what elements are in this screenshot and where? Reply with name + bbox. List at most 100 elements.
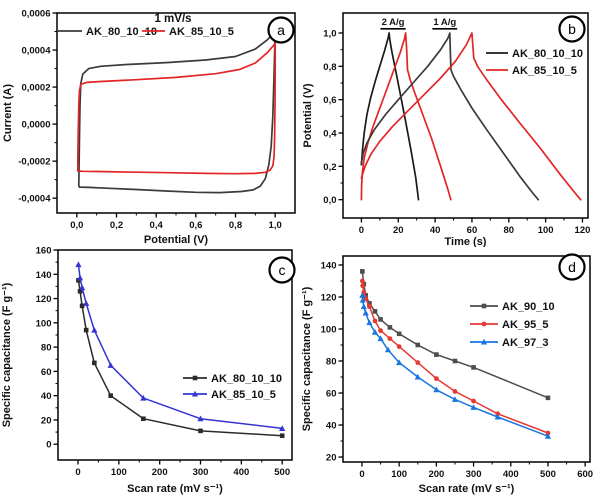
x-tick-label: 0 <box>75 467 80 478</box>
legend-label: AK_95_5 <box>502 319 548 331</box>
marker-square <box>387 325 393 330</box>
marker-square <box>415 342 421 348</box>
marker-circle <box>495 411 501 417</box>
y-tick-label: 60 <box>41 367 52 378</box>
x-axis-label: Scan rate (mV s⁻¹) <box>419 483 515 495</box>
badge-circle <box>558 253 586 281</box>
legend-label: AK_97_3 <box>502 337 548 349</box>
badge-circle <box>267 16 295 44</box>
x-tick-label: 600 <box>577 469 593 480</box>
panel-b-group: 0 20 40 60 80 100 120 0,0 0,2 0,4 0,6 0,8 1,0 Time (s… <box>300 0 600 247</box>
x-tick-label: 0,6 <box>189 220 202 231</box>
y-tick-label: 0,0004 <box>21 46 51 57</box>
marker-square <box>434 352 439 357</box>
marker-square <box>141 416 146 422</box>
x-tick-label: 100 <box>111 467 127 478</box>
marker-circle <box>387 336 393 341</box>
y-tick-label: 140 <box>36 270 52 281</box>
x-tick-label: 80 <box>504 225 515 236</box>
marker-circle <box>367 304 372 309</box>
marker-square <box>363 293 368 298</box>
panel-a-cv-chart: 0,0 0,2 0,4 0,6 0,8 1,0 -0,0004 -0,0002 0,0000 0,… <box>0 0 300 247</box>
panel-background <box>0 247 300 497</box>
marker-square <box>360 269 365 274</box>
x-tick-label: 200 <box>428 469 444 480</box>
series-line-AK_80_10_10-1-A-g- <box>360 32 540 201</box>
marker-triangle <box>279 425 286 431</box>
y-tick-label: 40 <box>326 421 337 432</box>
marker-triangle <box>91 326 98 333</box>
marker-circle <box>481 321 487 327</box>
x-tick-label: 100 <box>391 469 407 480</box>
marker-square <box>396 331 402 337</box>
marker-square <box>92 360 97 366</box>
marker-triangle <box>384 346 392 353</box>
badge-circle <box>558 15 586 43</box>
marker-triangle <box>75 261 82 268</box>
marker-circle <box>360 283 366 289</box>
marker-triangle <box>191 390 199 397</box>
marker-square <box>279 433 285 439</box>
marker-triangle <box>414 373 421 380</box>
x-tick-label: 400 <box>503 469 519 480</box>
marker-circle <box>372 318 378 324</box>
marker-triangle <box>107 362 114 368</box>
marker-triangle <box>360 303 367 310</box>
y-axis-label: Specific capacitance (F g⁻¹) <box>301 286 313 431</box>
x-axis-label: Time (s) <box>445 236 487 247</box>
x-tick-label: 40 <box>430 225 441 236</box>
y-tick-label: 0,0002 <box>21 83 50 94</box>
x-tick-label: 0,0 <box>70 220 83 231</box>
y-tick-label: 0,0000 <box>21 120 50 131</box>
badge-letter: a <box>277 22 285 38</box>
marker-triangle <box>76 274 84 281</box>
marker-triangle <box>494 413 501 420</box>
x-tick-label: 60 <box>467 225 478 236</box>
x-axis-label: Scan rate (mV s⁻¹) <box>127 483 223 495</box>
x-tick-label: 1,0 <box>269 220 282 231</box>
x-tick-label: 20 <box>393 225 404 236</box>
marker-triangle <box>359 296 366 303</box>
badge-circle <box>268 256 296 284</box>
marker-square <box>79 303 85 309</box>
y-tick-label: 0,0006 <box>21 9 50 20</box>
series-line-AK_85_10_5 <box>76 42 277 175</box>
badge-letter: d <box>568 259 576 275</box>
legend-label: AK_90_10 <box>502 301 555 313</box>
panel-d-group: 0 100 200 300 400 500 600 20 40 60 80 100 120 140 Scan… <box>300 247 600 497</box>
panel-c-group: 0 100 200 300 400 500 0 20 40 60 80 100 120 140 160 Sca… <box>0 247 300 497</box>
y-tick-label: 0,2 <box>323 162 336 173</box>
x-tick-label: 300 <box>466 469 482 480</box>
badge-letter: b <box>568 21 576 37</box>
panel-a-group: 0,0 0,2 0,4 0,6 0,8 1,0 -0,0004 -0,0002 0,0000 0,… <box>0 0 300 247</box>
marker-square <box>545 395 551 401</box>
marker-circle <box>452 389 458 394</box>
y-tick-label: 0,4 <box>323 129 337 140</box>
panel-background <box>0 0 300 247</box>
marker-square <box>108 393 113 398</box>
series-line-AK_85_10_5-1-A-g- <box>360 32 582 201</box>
marker-triangle <box>480 338 488 345</box>
marker-square <box>198 428 203 434</box>
axes-frame <box>57 249 293 461</box>
badge-letter: c <box>279 262 286 278</box>
marker-triangle <box>451 396 459 402</box>
panel-title: 1 mV/s <box>154 13 191 25</box>
panel-c-capacitance-chart: 0 100 200 300 400 500 0 20 40 60 80 100 120 140 160 Sca… <box>0 247 300 497</box>
y-tick-label: 100 <box>321 324 337 335</box>
x-tick-label: 400 <box>233 467 249 478</box>
y-tick-label: 120 <box>321 292 337 303</box>
marker-triangle <box>362 309 369 316</box>
y-tick-label: 1,0 <box>323 29 336 40</box>
y-tick-label: 20 <box>326 453 337 464</box>
marker-triangle <box>197 415 204 422</box>
annotation-label: 2 A/g <box>382 17 405 28</box>
y-axis-label: Current (A) <box>2 84 14 142</box>
y-tick-label: 140 <box>321 260 337 271</box>
x-tick-label: 200 <box>152 467 168 478</box>
marker-square <box>372 309 378 314</box>
marker-circle <box>396 344 402 349</box>
y-tick-label: 20 <box>41 415 52 426</box>
x-tick-label: 100 <box>538 225 554 236</box>
x-tick-label: 0 <box>359 225 364 236</box>
